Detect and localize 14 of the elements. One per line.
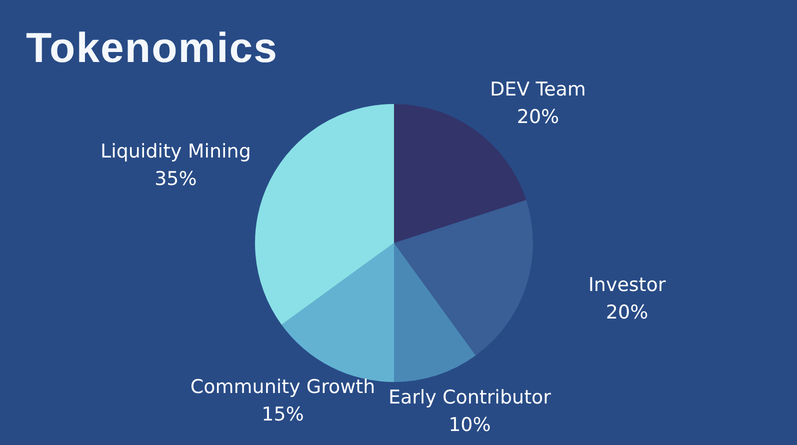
data-label: 35% — [154, 168, 197, 190]
data-label: 20% — [606, 302, 648, 324]
slice-label: Early Contributor — [388, 386, 552, 408]
pie-slice — [394, 243, 476, 382]
slice-label: Liquidity Mining — [100, 140, 251, 163]
pie-slice — [255, 104, 394, 325]
chart-title: Tokenomics — [26, 24, 278, 71]
data-label: 10% — [448, 414, 491, 436]
slice-label: Community Growth — [190, 376, 376, 398]
data-label: 15% — [262, 403, 304, 426]
data-label: 20% — [516, 106, 560, 128]
pie-slice — [394, 200, 533, 356]
slice-label: Investor — [588, 274, 666, 296]
slice-label: DEV Team — [490, 78, 586, 100]
